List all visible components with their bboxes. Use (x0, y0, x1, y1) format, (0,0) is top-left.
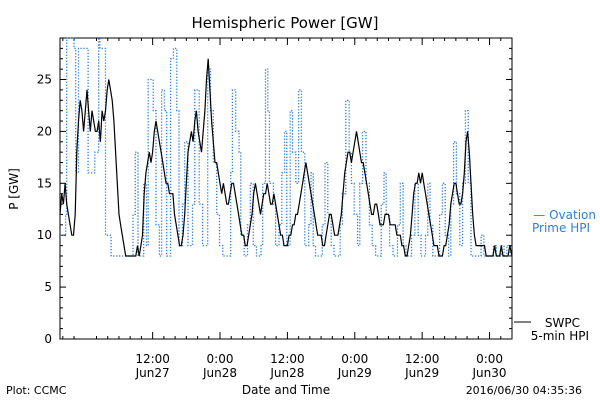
plot-credit: Plot: CCMC (6, 384, 67, 397)
x-tick-time: 12:00 (270, 352, 305, 366)
swpc-hpi-line (59, 58, 513, 257)
ovation-label-line2: Prime HPI (532, 221, 590, 235)
x-tick-time: 0:00 (341, 352, 368, 366)
x-tick-time: 12:00 (405, 352, 440, 366)
y-tick-label: 25 (37, 73, 52, 87)
plot-frame (59, 37, 513, 340)
y-tick-label: 0 (44, 332, 52, 346)
y-tick-label: 5 (44, 280, 52, 294)
swpc-label-line2: 5-min HPI (531, 329, 589, 343)
ovation-prime-hpi-line (60, 37, 512, 257)
x-axis-label: Date and Time (242, 383, 330, 397)
swpc-label-line1: SWPC (545, 316, 580, 330)
x-tick-time: 12:00 (135, 352, 170, 366)
x-axis: 12:00Jun270:00Jun2812:00Jun280:00Jun2912… (62, 38, 507, 380)
y-tick-label: 15 (37, 176, 52, 190)
x-tick-date: Jun28 (269, 366, 304, 380)
y-tick-label: 10 (37, 228, 52, 242)
x-tick-time: 0:00 (207, 352, 234, 366)
x-tick-date: Jun28 (202, 366, 237, 380)
chart-title: Hemispheric Power [GW] (192, 14, 379, 32)
plot-timestamp: 2016/06/30 04:35:36 (466, 384, 582, 397)
plot-area (59, 37, 513, 340)
series-layer (59, 37, 513, 257)
ovation-label-line1: — Ovation (533, 208, 596, 222)
x-tick-date: Jun29 (337, 366, 372, 380)
x-tick-time: 0:00 (476, 352, 503, 366)
y-tick-label: 20 (37, 124, 52, 138)
x-tick-date: Jun27 (135, 366, 170, 380)
y-axis-label: P [GW] (7, 168, 21, 210)
x-tick-date: Jun30 (472, 366, 507, 380)
x-tick-date: Jun29 (404, 366, 439, 380)
